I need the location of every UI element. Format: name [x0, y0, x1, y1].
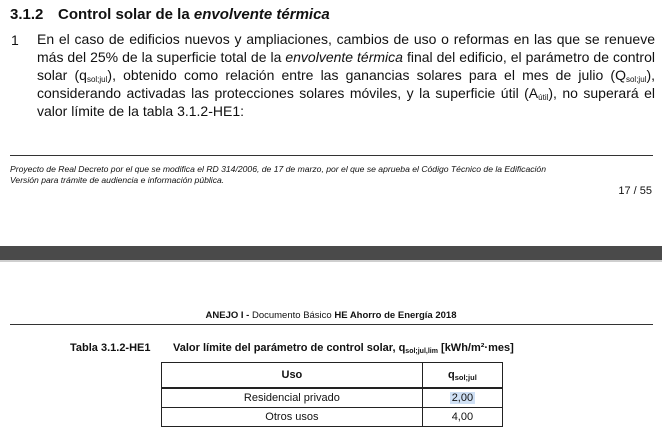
annex-divider: [10, 324, 653, 325]
paragraph-number: 1: [11, 32, 19, 48]
para-text-3: ), obtenido como relación entre las gana…: [107, 67, 626, 83]
table-row: Otros usos 4,00: [161, 407, 504, 427]
header-qsoljul: qsol;jul: [421, 362, 504, 389]
section-title-italic: envolvente térmica: [193, 6, 330, 23]
para-text-1: En el caso de edificios nuevos y ampliac…: [37, 31, 655, 65]
para-text-4: ), considerando activadas las proteccion…: [37, 67, 655, 101]
annex-header: ANEJO I - Documento Básico HE Ahorro de …: [0, 310, 662, 321]
table-caption: Tabla 3.1.2-HE1 Valor límite del parámetr…: [70, 342, 514, 355]
page-separator-edge: [0, 260, 662, 262]
cell-value[interactable]: 2,00: [421, 387, 504, 408]
footer-line-1: Proyecto de Real Decreto por el que se m…: [10, 164, 546, 174]
annex-part-3: HE Ahorro de Energía 2018: [331, 310, 457, 321]
section-heading: 3.1.2 Control solar de la envolvente térm…: [10, 6, 330, 23]
header-q-sub: sol;jul: [454, 373, 477, 382]
annex-part-1: ANEJO I -: [205, 310, 252, 321]
header-uso: Uso: [161, 362, 423, 389]
cell-uso: Residencial privado: [161, 387, 423, 408]
table-caption-b: [kWh/m²·mes]: [437, 342, 514, 354]
footer-text: Proyecto de Real Decreto por el que se m…: [10, 164, 653, 186]
para-sub-3: útil: [538, 93, 549, 102]
section-number: 3.1.2: [10, 6, 44, 23]
table-row: Residencial privado 2,00: [161, 387, 504, 408]
page-upper: 3.1.2 Control solar de la envolvente térm…: [10, 6, 655, 197]
header-q: q: [447, 369, 455, 381]
footer-line-2: Versión para trámite de audiencia e info…: [10, 175, 225, 185]
table-caption-a: Valor límite del parámetro de control so…: [173, 342, 406, 354]
table-header-row: Uso qsol;jul: [161, 362, 504, 389]
para-text-italic: envolvente térmica: [285, 49, 403, 65]
annex-part-2: Documento Básico: [251, 310, 332, 321]
para-text-2: final del edificio, el parámetro de cont…: [37, 49, 655, 83]
page-number: 17 / 55: [618, 185, 652, 197]
table-caption-sub: sol;jul,lim: [405, 348, 438, 355]
cell-uso: Otros usos: [161, 407, 423, 427]
para-sub-1: sol;jul: [86, 75, 108, 84]
footer-divider: [10, 155, 653, 156]
para-sub-2: sol;jul: [625, 75, 647, 84]
table-label: Tabla 3.1.2-HE1: [70, 342, 151, 354]
selected-value[interactable]: 2,00: [449, 392, 476, 404]
page-separator: [0, 246, 662, 260]
limits-table: Uso qsol;jul Residencial privado 2,00 Ot…: [161, 362, 504, 427]
paragraph-text: En el caso de edificios nuevos y ampliac…: [37, 30, 655, 120]
section-title: Control solar de la: [58, 6, 194, 23]
para-text-5: ), no superará el valor límite de la tab…: [37, 85, 655, 119]
cell-value: 4,00: [421, 407, 504, 427]
page-lower: ANEJO I - Documento Básico HE Ahorro de …: [0, 262, 662, 440]
